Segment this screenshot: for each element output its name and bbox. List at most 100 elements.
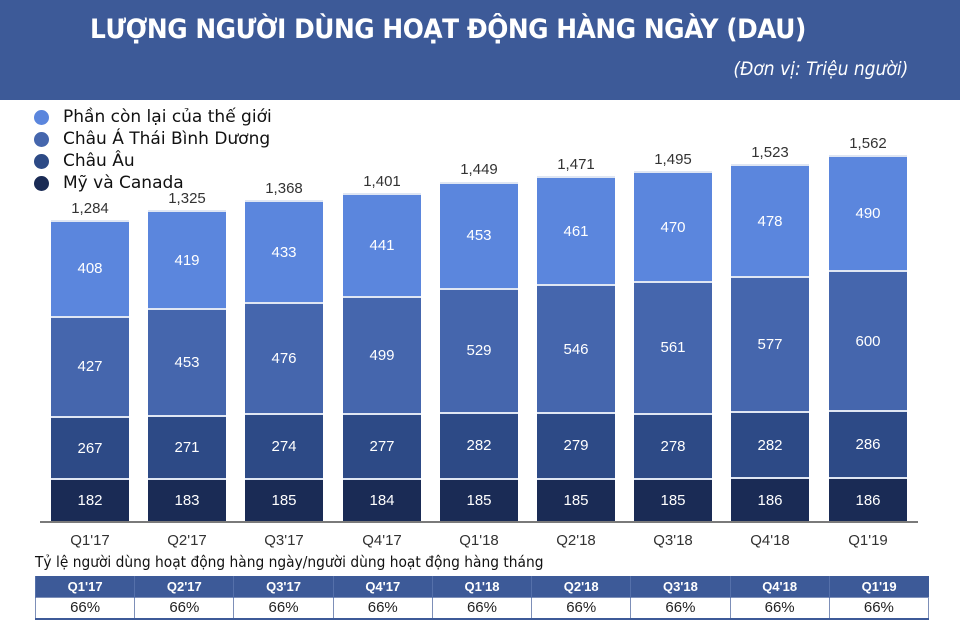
- legend-item-asia-pacific: Châu Á Thái Bình Dương: [34, 128, 272, 150]
- bar-stack: 186 286 600 490: [829, 155, 907, 521]
- bar-segment: 267: [51, 415, 129, 479]
- bar-segment: 184: [343, 477, 421, 521]
- x-tick-label: Q4'17: [362, 532, 402, 549]
- bar-segment: 453: [440, 181, 518, 288]
- legend-item-europe: Châu Âu: [34, 150, 272, 172]
- x-tick-label: Q1'17: [70, 532, 110, 549]
- legend-dot-icon: [34, 175, 49, 191]
- ratio-header-cell: Q2'18: [531, 576, 631, 597]
- ratio-header-cell: Q3'17: [233, 576, 334, 597]
- legend-dot-icon: [34, 109, 49, 125]
- bar-segment: 286: [829, 410, 907, 478]
- bar-segment: 282: [731, 411, 809, 478]
- bar-segment: 478: [731, 164, 809, 277]
- bar-total-label: 1,325: [168, 190, 206, 208]
- ratio-value-cell: 66%: [630, 596, 731, 620]
- ratio-header-cell: Q3'18: [630, 576, 731, 597]
- ratio-header-cell: Q4'18: [729, 576, 830, 597]
- bar-total-label: 1,562: [849, 135, 887, 152]
- ratio-header-cell: Q1'19: [828, 576, 929, 597]
- bar-segment: 441: [343, 192, 421, 297]
- bar-segment: 185: [440, 477, 518, 521]
- bar-segment: 279: [537, 412, 615, 478]
- bar-segment: 185: [245, 477, 323, 521]
- bar-segment: 274: [245, 413, 323, 478]
- bar-segment: 185: [634, 477, 712, 521]
- bar-segment: 185: [537, 477, 615, 521]
- bar-segment: 470: [634, 170, 712, 282]
- legend-item-us-canada: Mỹ và Canada: [34, 172, 272, 194]
- bar-segment: 282: [440, 411, 518, 478]
- bar-segment: 453: [148, 308, 226, 415]
- legend-label: Châu Á Thái Bình Dương: [63, 129, 271, 149]
- bar-segment: 529: [440, 287, 518, 412]
- bar-segment: 561: [634, 281, 712, 413]
- bar-segment: 577: [731, 276, 809, 412]
- legend-item-rest-of-world: Phần còn lại của thế giới: [34, 106, 272, 128]
- ratio-value-cell: 66%: [134, 596, 235, 620]
- ratio-header-cell: Q4'17: [332, 576, 433, 597]
- ratio-value-cell: 66%: [531, 596, 632, 620]
- bar-total-label: 1,495: [654, 150, 692, 168]
- ratio-value-cell: 66%: [828, 596, 930, 620]
- bar-total-label: 1,401: [363, 172, 401, 190]
- ratio-value-row: 66% 66% 66% 66% 66% 66% 66% 66% 66%: [34, 596, 930, 620]
- ratio-header-row: Q1'17 Q2'17 Q3'17 Q4'17 Q1'18 Q2'18 Q3'1…: [34, 576, 929, 597]
- ratio-header-cell: Q1'17: [34, 576, 135, 597]
- ratio-value-cell: 66%: [729, 596, 830, 620]
- bar-total-label: 1,523: [751, 144, 789, 162]
- bar-total-label: 1,368: [265, 180, 303, 198]
- dau-mau-ratio-table: Q1'17 Q2'17 Q3'17 Q4'17 Q1'18 Q2'18 Q3'1…: [34, 576, 930, 620]
- bar-segment: 408: [51, 220, 129, 316]
- bar-stack: 182 267 427 408: [51, 220, 129, 521]
- x-tick-label: Q4'18: [750, 532, 790, 549]
- bar-total-label: 1,284: [71, 200, 109, 218]
- bar-stack: 183 271 453 419: [148, 210, 226, 521]
- legend-label: Phần còn lại của thế giới: [63, 107, 272, 127]
- x-axis-line: [40, 521, 918, 523]
- title-banner: LƯỢNG NGƯỜI DÙNG HOẠT ĐỘNG HÀNG NGÀY (DA…: [0, 0, 960, 100]
- x-tick-label: Q3'17: [264, 532, 304, 549]
- legend: Phần còn lại của thế giới Châu Á Thái Bì…: [34, 106, 272, 194]
- legend-label: Mỹ và Canada: [63, 173, 184, 193]
- bar-segment: 183: [148, 478, 226, 521]
- bar-segment: 186: [731, 477, 809, 521]
- legend-dot-icon: [34, 131, 49, 147]
- ratio-value-cell: 66%: [233, 596, 334, 620]
- bar-segment: 476: [245, 301, 323, 414]
- bar-total-label: 1,471: [557, 156, 595, 174]
- bar-segment: 271: [148, 414, 226, 479]
- ratio-table-title: Tỷ lệ người dùng hoạt động hàng ngày/ngư…: [35, 553, 544, 571]
- bar-stack: 185 278 561 470: [634, 170, 712, 521]
- bar-segment: 499: [343, 296, 421, 413]
- bar-segment: 186: [829, 477, 907, 521]
- bar-total-label: 1,449: [460, 161, 498, 179]
- x-tick-label: Q1'18: [459, 532, 499, 549]
- bar-stack: 185 279 546 461: [537, 176, 615, 521]
- ratio-value-cell: 66%: [34, 596, 136, 620]
- ratio-header-cell: Q1'18: [431, 576, 532, 597]
- ratio-value-cell: 66%: [332, 596, 433, 620]
- bar-segment: 419: [148, 210, 226, 309]
- bar-segment: 182: [51, 478, 129, 521]
- bar-stack: 185 282 529 453: [440, 181, 518, 521]
- legend-dot-icon: [34, 153, 49, 169]
- bar-segment: 546: [537, 284, 615, 413]
- legend-label: Châu Âu: [63, 151, 135, 171]
- bar-stack: 185 274 476 433: [245, 200, 323, 521]
- chart-title: LƯỢNG NGƯỜI DÙNG HOẠT ĐỘNG HÀNG NGÀY (DA…: [90, 14, 806, 45]
- ratio-header-cell: Q2'17: [134, 576, 234, 597]
- x-tick-label: Q3'18: [653, 532, 693, 549]
- bar-segment: 427: [51, 315, 129, 416]
- bar-stack: 186 282 577 478: [731, 164, 809, 521]
- bar-segment: 600: [829, 269, 907, 411]
- stacked-bar-plot: 182 267 427 408 1,284 Q1'17 183 271 453 419 1,325 Q…: [51, 135, 907, 549]
- x-tick-label: Q1'19: [848, 532, 888, 549]
- x-tick-label: Q2'18: [556, 532, 596, 549]
- bar-segment: 490: [829, 155, 907, 270]
- x-tick-label: Q2'17: [167, 532, 207, 549]
- bar-segment: 278: [634, 412, 712, 478]
- unit-subtitle: (Đơn vị: Triệu người): [733, 58, 908, 80]
- bar-segment: 433: [245, 200, 323, 302]
- ratio-value-cell: 66%: [431, 596, 533, 620]
